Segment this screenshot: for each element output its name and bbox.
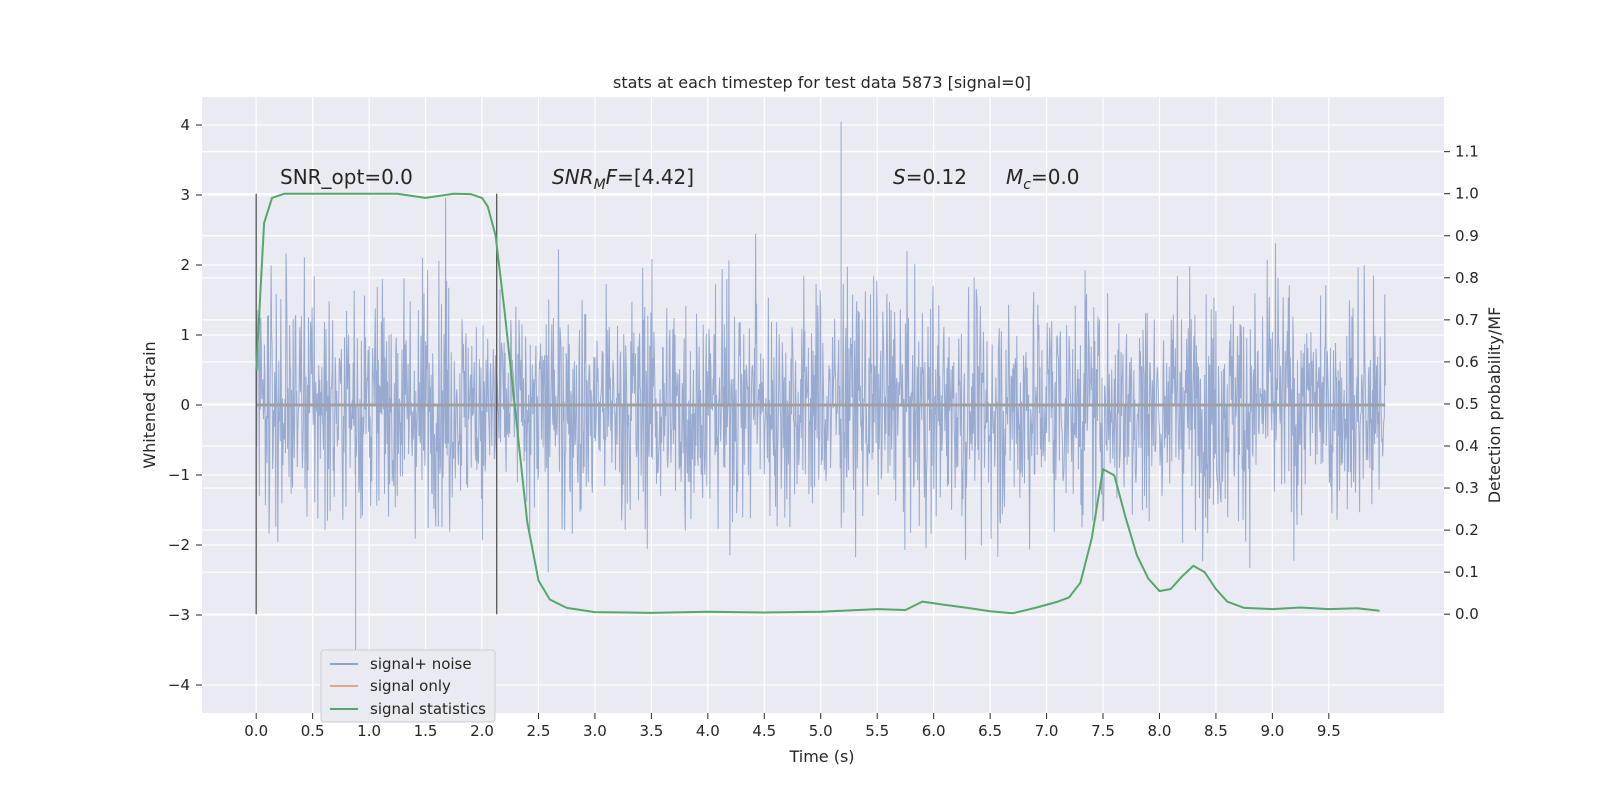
x-tick-label: 8.5 — [1204, 722, 1228, 740]
y2-tick-label: 0.9 — [1455, 227, 1479, 245]
legend-box — [320, 649, 496, 723]
y2-tick-label: 1.1 — [1455, 143, 1479, 161]
annotation-s-stat: S=0.12 — [893, 165, 967, 189]
x-tick-label: 5.5 — [865, 722, 889, 740]
y2-tick-label: 0.1 — [1455, 563, 1479, 581]
y2-tick-label: 0.0 — [1455, 605, 1479, 623]
x-tick-label: 6.0 — [922, 722, 946, 740]
y-tick-label: −3 — [168, 606, 190, 624]
y-tick-label: −1 — [168, 466, 190, 484]
x-tick-label: 1.5 — [414, 722, 438, 740]
y2-axis-ticks: 1.1 1.0 0.9 0.8 0.7 0.6 0.5 0.4 0.3 0.2 0.1 0.0 — [1444, 143, 1479, 623]
x-tick-label: 2.5 — [527, 722, 551, 740]
y2-tick-label: 0.2 — [1455, 521, 1479, 539]
x-tick-label: 2.0 — [470, 722, 494, 740]
x-tick-label: 9.0 — [1260, 722, 1284, 740]
y-tick-label: 2 — [180, 256, 190, 274]
y2-axis-label: Detection probability/MF — [1485, 307, 1504, 504]
x-tick-label: 3.0 — [583, 722, 607, 740]
y2-tick-label: 0.3 — [1455, 479, 1479, 497]
annotation-snr-mf: SNRMF=[4.42] — [552, 165, 694, 193]
x-tick-label: 6.5 — [978, 722, 1002, 740]
legend-label-statistics: signal statistics — [370, 700, 486, 718]
x-tick-label: 9.5 — [1317, 722, 1341, 740]
x-axis-ticks: 0.0 0.5 1.0 1.5 2.0 2.5 3.0 3.5 4.0 4.5 5.0 5.5 6.0 6… — [244, 713, 1341, 740]
y-tick-label: −4 — [168, 676, 190, 694]
signal-statistics-series — [255, 192, 1380, 615]
x-tick-label: 5.0 — [809, 722, 833, 740]
x-tick-label: 0.5 — [301, 722, 325, 740]
x-tick-label: 4.0 — [696, 722, 720, 740]
noise-series — [255, 121, 1386, 650]
y-axis-ticks: 4 3 2 1 0 −1 −2 −3 −4 — [168, 116, 202, 694]
x-tick-label: 0.0 — [244, 722, 268, 740]
x-tick-label: 1.0 — [357, 722, 381, 740]
y2-tick-label: 0.7 — [1455, 311, 1479, 329]
annotation-snr-opt: SNR_opt=0.0 — [280, 165, 413, 189]
y2-tick-label: 0.4 — [1455, 437, 1479, 455]
y2-tick-label: 1.0 — [1455, 185, 1479, 203]
legend-label-signal-only: signal only — [370, 677, 451, 695]
x-axis-label: Time (s) — [788, 747, 854, 766]
y2-tick-label: 0.6 — [1455, 353, 1479, 371]
window-markers — [255, 193, 498, 615]
annotation-mc: Mc=0.0 — [1006, 165, 1080, 193]
x-tick-label: 8.0 — [1148, 722, 1172, 740]
x-tick-label: 4.5 — [752, 722, 776, 740]
y-tick-label: 4 — [180, 116, 190, 134]
noise-trace — [255, 121, 1386, 650]
y-tick-label: −2 — [168, 536, 190, 554]
y-tick-label: 3 — [180, 186, 190, 204]
x-tick-label: 3.5 — [639, 722, 663, 740]
x-tick-label: 7.0 — [1035, 722, 1059, 740]
y2-tick-label: 0.8 — [1455, 269, 1479, 287]
signal-statistics-line — [255, 192, 1380, 615]
y-tick-label: 1 — [180, 326, 190, 344]
y-tick-label: 0 — [180, 396, 190, 414]
legend-label-noise: signal+ noise — [370, 655, 472, 673]
y2-tick-label: 0.5 — [1455, 395, 1479, 413]
x-tick-label: 7.5 — [1091, 722, 1115, 740]
y-axis-label: Whitened strain — [140, 341, 159, 468]
legend: signal+ noise signal only signal statist… — [320, 649, 496, 723]
chart-title: stats at each timestep for test data 587… — [613, 73, 1031, 92]
